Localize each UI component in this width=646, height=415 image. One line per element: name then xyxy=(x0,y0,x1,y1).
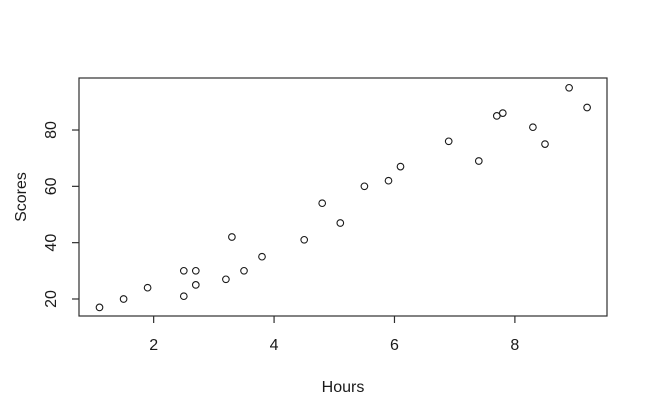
y-tick-label: 80 xyxy=(43,121,60,139)
data-point xyxy=(300,235,309,244)
data-point xyxy=(240,266,248,275)
data-point xyxy=(336,219,345,227)
plot-box xyxy=(78,77,608,317)
data-point xyxy=(179,292,188,301)
y-tick-label: 20 xyxy=(43,290,60,308)
data-point xyxy=(191,266,200,275)
data-point xyxy=(384,176,393,185)
data-point xyxy=(498,109,507,117)
data-point xyxy=(119,295,128,303)
data-point xyxy=(318,199,327,208)
data-point xyxy=(258,252,266,261)
y-tick-label: 40 xyxy=(43,234,60,252)
data-point xyxy=(492,112,501,120)
data-point xyxy=(396,162,405,171)
data-point xyxy=(360,182,369,191)
x-tick-label: 4 xyxy=(270,337,279,354)
x-tick-label: 8 xyxy=(510,337,519,354)
data-point xyxy=(541,140,549,148)
y-axis-label: Scores xyxy=(13,172,30,222)
data-point xyxy=(179,266,188,275)
data-point xyxy=(565,83,573,92)
data-point xyxy=(444,137,453,146)
data-point xyxy=(95,303,104,312)
data-point xyxy=(583,103,591,112)
x-tick-label: 2 xyxy=(149,337,158,354)
data-point xyxy=(228,233,236,241)
data-point xyxy=(222,275,230,284)
data-point xyxy=(191,281,200,289)
x-axis-label: Hours xyxy=(322,379,365,396)
data-point xyxy=(143,283,152,292)
x-tick-label: 6 xyxy=(390,337,399,354)
y-tick-label: 60 xyxy=(43,177,60,195)
data-point xyxy=(529,123,537,132)
data-point xyxy=(474,157,483,165)
